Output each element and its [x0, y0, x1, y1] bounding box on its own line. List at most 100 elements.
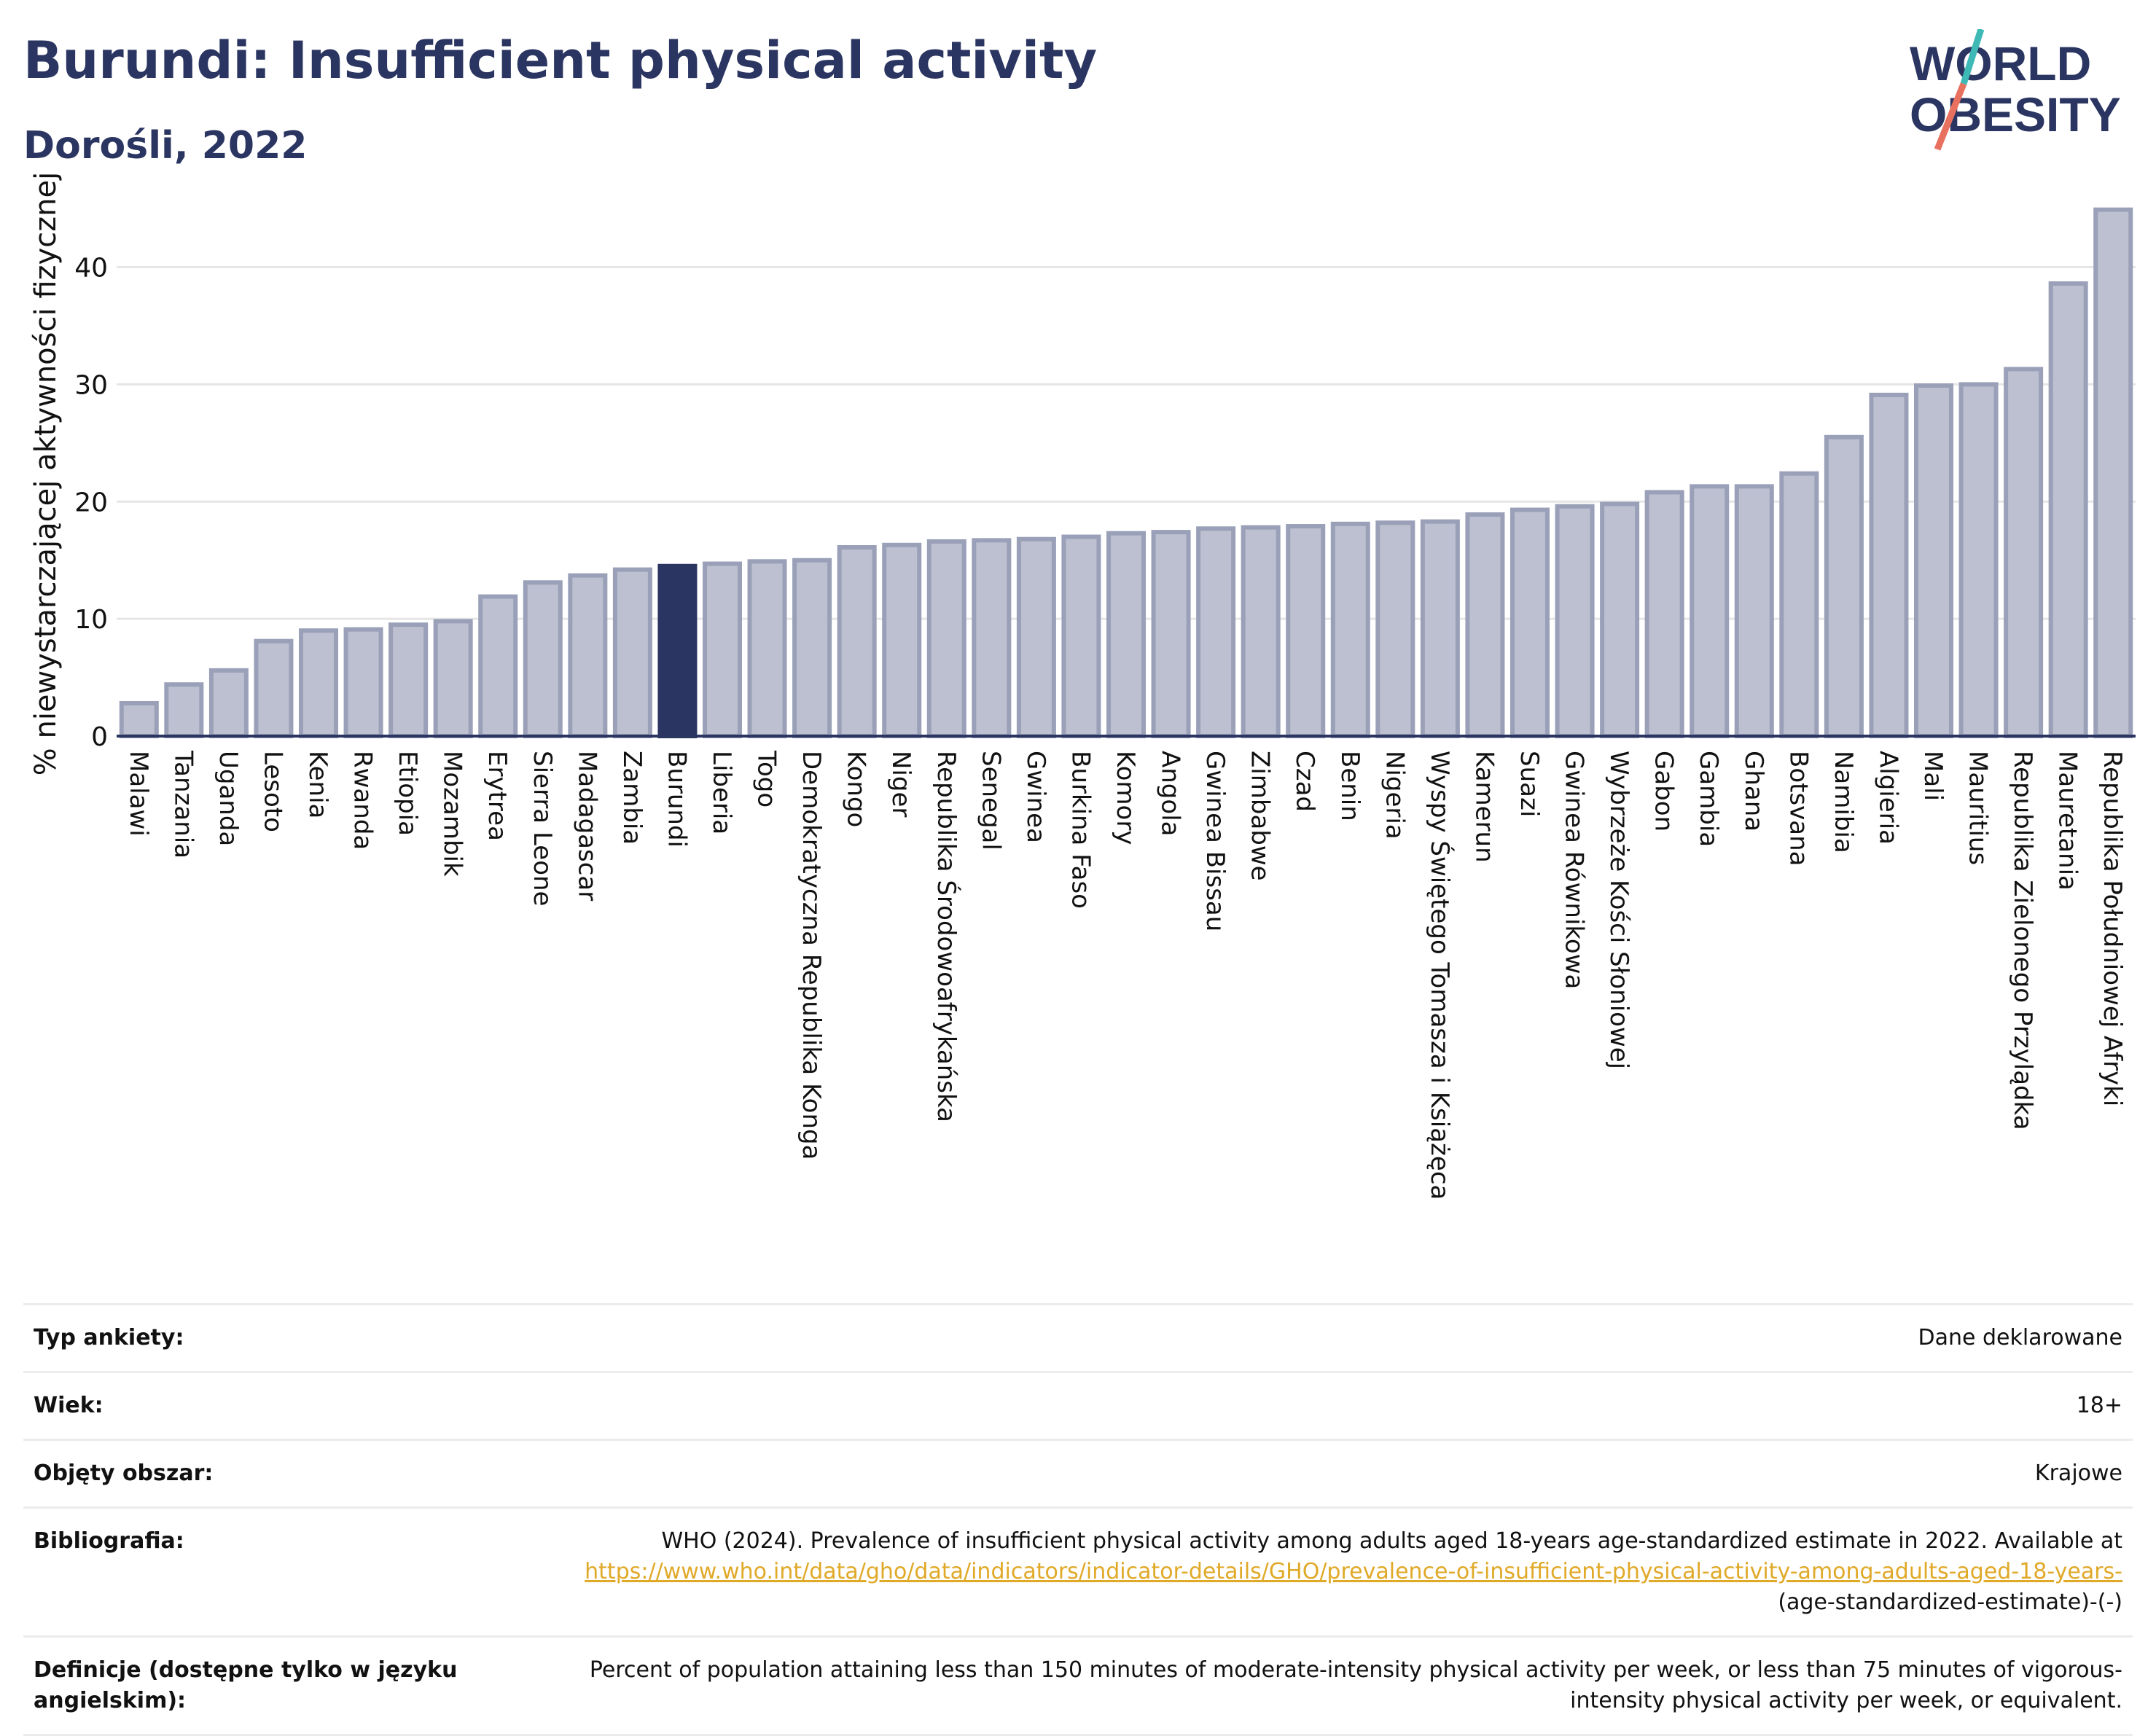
bar-suazi[interactable] — [1509, 507, 1550, 738]
bar-gwinea-równikowa[interactable] — [1555, 504, 1595, 739]
x-tick-label: Angola — [1156, 751, 1185, 836]
bar-uganda[interactable] — [208, 668, 249, 738]
x-tick-label: Republika Środowoafrykańska — [931, 751, 961, 1122]
bar-niger[interactable] — [882, 542, 922, 738]
bar-republika-południowej-afryki[interactable] — [2093, 207, 2133, 738]
meta-label: Wiek: — [34, 1393, 103, 1418]
x-tick-label: Demokratyczna Republika Konga — [797, 751, 826, 1160]
x-tick-label: Mali — [1918, 751, 1948, 801]
bar-nigeria[interactable] — [1375, 520, 1415, 739]
x-tick-label: Gambia — [1694, 751, 1723, 847]
bar-mauretania[interactable] — [2048, 281, 2088, 739]
bar-mali[interactable] — [1913, 383, 1954, 738]
meta-value: Dane deklarowane — [1918, 1325, 2122, 1350]
y-axis-label: % niewystarczającej aktywności fizycznej — [29, 172, 63, 776]
bar-czad[interactable] — [1286, 524, 1326, 738]
x-tick-label: Zambia — [617, 751, 647, 845]
bar-erytrea[interactable] — [478, 594, 518, 739]
meta-value: WHO (2024). Prevalence of insufficient p… — [555, 1526, 2122, 1618]
chart-title: Burundi: Insufficient physical activity — [23, 31, 1098, 90]
x-tick-label: Botsvana — [1784, 751, 1813, 867]
x-tick-label: Kongo — [842, 751, 871, 827]
meta-value: Krajowe — [2034, 1461, 2122, 1486]
x-tick-label: Republika Południowej Afryki — [2098, 751, 2127, 1106]
x-tick-label: Ghana — [1739, 751, 1768, 832]
x-tick-label: Uganda — [214, 751, 243, 846]
y-tick-label: 30 — [74, 370, 108, 400]
bar-sierra-leone[interactable] — [523, 580, 563, 738]
bar-ghana[interactable] — [1734, 484, 1774, 738]
y-tick-label: 10 — [74, 605, 108, 635]
axes: 0 10 20 30 40 — [74, 254, 2136, 752]
bar-lesoto[interactable] — [254, 638, 294, 739]
logo-slash-teal — [1960, 29, 1985, 85]
bar-wyspy-świętego-tomasza-i-książęca[interactable] — [1420, 519, 1460, 738]
bar-tanzania[interactable] — [164, 682, 204, 739]
bars — [119, 207, 2133, 739]
x-tick-label: Mauritius — [1964, 751, 1993, 865]
x-tick-label: Sierra Leone — [528, 751, 557, 906]
x-tick-label: Mozambik — [438, 751, 467, 877]
bar-kamerun[interactable] — [1465, 512, 1505, 739]
x-tick-label: Wybrzeże Kości Słoniowej — [1604, 751, 1633, 1069]
x-tick-label: Etiopia — [393, 751, 422, 836]
bar-namibia[interactable] — [1824, 434, 1864, 738]
x-tick-label: Gwinea — [1021, 751, 1050, 843]
x-tick-label: Kamerun — [1469, 751, 1499, 863]
x-tick-label: Mauretania — [2053, 751, 2082, 891]
bar-togo[interactable] — [747, 559, 787, 738]
info-table: Typ ankiety: Dane deklarowane Wiek: 18+ … — [23, 1303, 2133, 1736]
chart-subtitle: Dorośli, 2022 — [23, 124, 308, 168]
bar-burkina-faso[interactable] — [1061, 534, 1101, 738]
bar-liberia[interactable] — [702, 561, 743, 738]
bar-gabon[interactable] — [1644, 490, 1684, 738]
x-tick-label: Tanzania — [168, 750, 198, 859]
bar-angola[interactable] — [1151, 530, 1191, 739]
bar-zambia[interactable] — [612, 567, 652, 739]
bar-gwinea[interactable] — [1016, 536, 1056, 738]
bibliography-text: WHO (2024). Prevalence of insufficient p… — [661, 1528, 2122, 1554]
meta-row-bibliography: Bibliografia: WHO (2024). Prevalence of … — [23, 1506, 2133, 1635]
bibliography-link[interactable]: https://www.who.int/data/gho/data/indica… — [585, 1559, 2122, 1584]
x-tick-label: Senegal — [976, 751, 1005, 851]
world-obesity-logo: WORLD OBESITY — [1910, 29, 2121, 151]
bar-wybrzeże-kości-słoniowej[interactable] — [1600, 501, 1640, 738]
x-tick-label: Madagascar — [572, 751, 601, 901]
bar-botsvana[interactable] — [1779, 471, 1819, 738]
x-tick-label: Rwanda — [348, 751, 378, 850]
meta-row-survey: Typ ankiety: Dane deklarowane — [23, 1303, 2133, 1371]
bar-algieria[interactable] — [1869, 392, 1909, 738]
meta-label: Bibliografia: — [34, 1528, 184, 1554]
bar-rwanda[interactable] — [343, 627, 383, 739]
bar-republika-zielonego-przylądka[interactable] — [2004, 367, 2044, 738]
bar-mauritius[interactable] — [1958, 382, 1999, 738]
bar-madagascar[interactable] — [568, 573, 608, 739]
bar-gambia[interactable] — [1690, 484, 1730, 738]
x-tick-label: Namibia — [1829, 751, 1858, 853]
bar-mozambik[interactable] — [433, 619, 473, 739]
bar-kongo[interactable] — [837, 545, 877, 738]
bar-etiopia[interactable] — [388, 622, 429, 738]
x-tick-label: Malawi — [124, 751, 153, 837]
x-tick-label: Gwinea Równikowa — [1560, 751, 1589, 989]
x-tick-label: Suazi — [1515, 751, 1544, 817]
x-tick-label: Algieria — [1873, 751, 1902, 845]
x-tick-label: Nigeria — [1380, 751, 1409, 840]
meta-label: Definicje (dostępne tylko w języku angie… — [34, 1657, 458, 1713]
x-tick-label: Burundi — [662, 751, 691, 848]
bar-malawi[interactable] — [119, 700, 159, 739]
meta-value: Percent of population attaining less tha… — [589, 1657, 2122, 1713]
y-tick-label: 20 — [74, 488, 108, 517]
bar-kenia[interactable] — [298, 628, 339, 739]
bar-burundi[interactable] — [657, 563, 698, 738]
bar-benin[interactable] — [1330, 521, 1370, 739]
bar-demokratyczna-republika-konga[interactable] — [792, 558, 832, 739]
bar-republika-środowoafrykańska[interactable] — [926, 539, 966, 739]
x-tick-label: Republika Zielonego Przylądka — [2008, 751, 2037, 1130]
bar-senegal[interactable] — [972, 538, 1012, 738]
bar-gwinea-bissau[interactable] — [1196, 526, 1236, 738]
bar-zimbabwe[interactable] — [1241, 525, 1281, 738]
x-tick-label: Kenia — [303, 751, 332, 818]
bar-komory[interactable] — [1106, 531, 1147, 739]
x-tick-label: Gabon — [1649, 751, 1679, 832]
